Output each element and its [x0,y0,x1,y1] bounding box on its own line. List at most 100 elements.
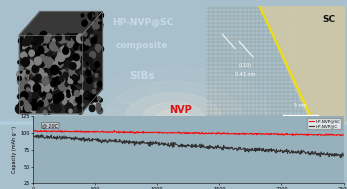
Circle shape [74,68,76,71]
Circle shape [18,39,23,43]
Circle shape [48,69,55,76]
Circle shape [83,20,87,25]
Circle shape [19,89,27,99]
Circle shape [23,46,25,49]
Circle shape [53,56,57,60]
HP-NVP@SC [31,130,35,132]
Circle shape [77,56,80,59]
Circle shape [23,106,30,113]
Circle shape [26,41,30,46]
Circle shape [65,33,72,42]
Circle shape [46,52,52,59]
Circle shape [87,29,92,35]
Circle shape [31,54,33,57]
Circle shape [90,12,94,17]
Circle shape [52,39,58,46]
Circle shape [65,45,69,49]
Circle shape [60,66,62,68]
Circle shape [21,75,28,84]
Circle shape [95,74,98,77]
Circle shape [58,35,65,43]
Circle shape [78,78,80,81]
Circle shape [36,83,38,86]
Circle shape [98,74,101,77]
Circle shape [30,100,33,103]
Polygon shape [19,36,82,113]
Circle shape [27,47,32,53]
Circle shape [54,87,62,96]
Circle shape [43,36,50,43]
Circle shape [59,62,61,64]
Circle shape [33,59,39,65]
Circle shape [81,34,87,41]
Circle shape [45,57,48,60]
Circle shape [18,61,20,64]
Circle shape [90,66,96,73]
Circle shape [70,75,73,78]
Circle shape [82,20,87,26]
Circle shape [47,98,51,102]
Circle shape [82,104,84,106]
Circle shape [57,45,59,48]
Circle shape [90,53,92,56]
Circle shape [55,102,57,105]
Circle shape [86,62,89,65]
Circle shape [25,85,28,90]
Circle shape [53,64,56,67]
Circle shape [66,75,68,78]
Circle shape [26,48,31,53]
Circle shape [42,98,46,102]
Circle shape [58,48,65,56]
HP-NVP@SC [341,134,346,136]
Circle shape [36,35,43,43]
Circle shape [19,101,23,105]
Circle shape [33,99,35,101]
Circle shape [72,60,80,69]
HP-NVP@SC [267,133,271,136]
Circle shape [20,91,28,100]
Circle shape [87,17,92,22]
Circle shape [98,49,100,52]
Circle shape [73,45,78,50]
Circle shape [28,81,34,88]
Circle shape [77,98,81,102]
Circle shape [58,50,60,53]
Circle shape [56,39,63,46]
Circle shape [95,44,101,51]
Polygon shape [259,6,345,125]
Circle shape [35,58,39,62]
Circle shape [18,102,23,108]
Circle shape [59,83,65,90]
Circle shape [36,37,44,45]
Circle shape [91,37,97,43]
Circle shape [57,93,64,101]
Circle shape [75,54,81,60]
Circle shape [48,65,50,68]
Circle shape [61,77,64,81]
Circle shape [97,25,102,31]
HP-NVP@SC [33,129,37,132]
Circle shape [74,61,78,66]
Circle shape [89,67,92,70]
Circle shape [71,61,77,68]
Circle shape [84,39,90,45]
Circle shape [69,109,72,113]
Circle shape [77,103,84,110]
Text: @ 10C: @ 10C [42,123,58,128]
Circle shape [96,106,101,111]
Circle shape [68,53,73,58]
Circle shape [98,97,101,100]
Circle shape [64,90,71,100]
Circle shape [55,98,59,104]
Circle shape [27,88,29,91]
Circle shape [78,110,82,114]
Text: NVP: NVP [169,105,192,115]
Circle shape [51,101,53,104]
Circle shape [28,53,33,58]
Circle shape [42,48,48,56]
Circle shape [76,51,83,59]
Circle shape [87,15,90,19]
Circle shape [125,93,222,146]
HP-NVP@C [212,148,216,150]
Circle shape [90,35,93,38]
